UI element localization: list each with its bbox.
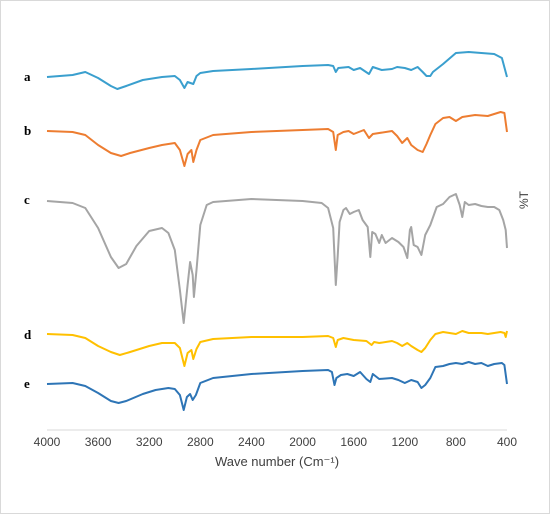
series-layer: a b c d e [24, 51, 508, 411]
x-tick-label-1600: 1600 [340, 435, 367, 449]
x-tick-label-800: 800 [446, 435, 466, 449]
series-label-e: e [24, 376, 30, 391]
series-line-e [46, 361, 508, 411]
x-tick-label-3200: 3200 [136, 435, 163, 449]
x-tick-label-1200: 1200 [391, 435, 418, 449]
x-tick-label-4000: 4000 [34, 435, 61, 449]
y-axis-label: %T [517, 190, 531, 209]
series-label-d: d [24, 327, 32, 342]
x-tick-labels: 4000 3600 3200 2800 2400 2000 1600 1200 800 400 [34, 435, 518, 449]
series-line-a [46, 51, 508, 90]
x-tick-label-2000: 2000 [289, 435, 316, 449]
series-line-c [46, 193, 508, 324]
x-tick-label-2400: 2400 [238, 435, 265, 449]
x-tick-label-2800: 2800 [187, 435, 214, 449]
series-label-c: c [24, 192, 30, 207]
series-line-d [46, 330, 508, 367]
x-tick-label-400: 400 [497, 435, 517, 449]
series-label-b: b [24, 123, 31, 138]
x-tick-label-3600: 3600 [85, 435, 112, 449]
x-axis-label: Wave number (Cm⁻¹) [215, 454, 339, 469]
series-line-b [46, 111, 508, 167]
series-label-a: a [24, 69, 31, 84]
